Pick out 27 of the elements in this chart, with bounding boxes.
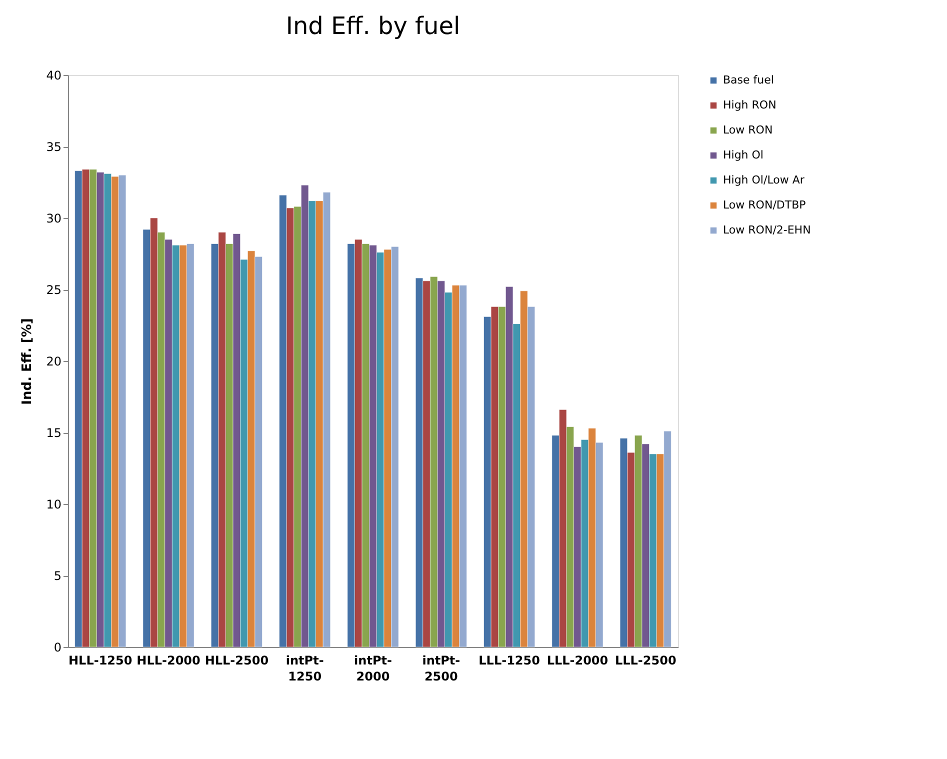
- y-tick-label: 15: [46, 426, 62, 440]
- chart-title: Ind Eff. by fuel: [286, 12, 460, 40]
- y-tick-label: 40: [46, 68, 62, 82]
- x-tick-label: LLL-2500: [614, 654, 676, 668]
- legend-label: High Ol: [723, 148, 764, 162]
- x-tick-label: intPt-2500: [422, 654, 460, 684]
- x-tick-label: LLL-1250: [478, 654, 540, 668]
- x-tick-label: HLL-1250: [68, 654, 132, 668]
- legend-label: Low RON/DTBP: [723, 198, 806, 212]
- x-tick-label: intPt-2000: [354, 654, 392, 684]
- legend-label: High Ol/Low Ar: [723, 174, 805, 186]
- legend-label: Base fuel: [723, 74, 774, 86]
- y-tick-label: 35: [46, 140, 62, 154]
- y-tick-label: 20: [46, 354, 62, 368]
- x-tick-label: intPt-1250: [286, 654, 324, 684]
- y-tick-label: 0: [54, 640, 62, 654]
- y-axis-title: Ind. Eff. [%]: [20, 318, 36, 405]
- legend-label: Low RON: [723, 124, 773, 136]
- x-tick-label: LLL-2000: [546, 654, 608, 668]
- y-tick-label: 30: [46, 212, 62, 226]
- x-tick-label: HLL-2500: [204, 654, 269, 668]
- x-tick-label: HLL-2000: [136, 654, 200, 668]
- y-tick-label: 25: [46, 283, 62, 297]
- legend-label: Low RON/2-EHN: [723, 224, 811, 236]
- y-tick-label: 5: [54, 569, 62, 583]
- legend-label: High RON: [723, 98, 776, 112]
- y-tick-label: 10: [46, 498, 62, 512]
